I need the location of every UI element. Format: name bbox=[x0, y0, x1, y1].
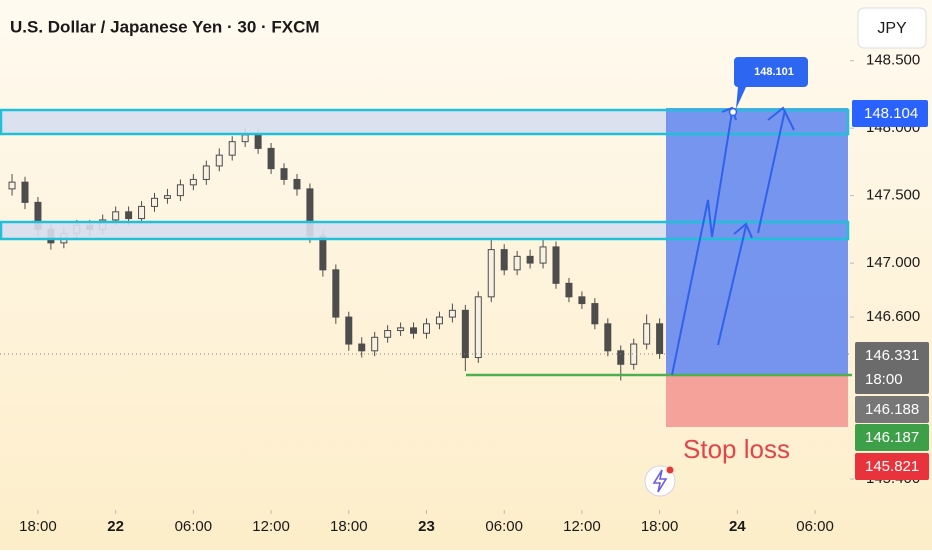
y-tick-label: 146.600 bbox=[866, 308, 920, 325]
currency-button[interactable] bbox=[857, 7, 927, 49]
x-tick-label: 12:00 bbox=[252, 518, 290, 535]
candle-body bbox=[125, 211, 133, 220]
support-zone-border bbox=[0, 220, 850, 241]
currency-label: JPY bbox=[877, 20, 907, 37]
candle-body bbox=[397, 327, 405, 332]
level-label: 146.188 bbox=[865, 401, 919, 418]
candle-body bbox=[578, 296, 586, 305]
candle-body bbox=[630, 343, 638, 365]
stop-tag bbox=[855, 453, 929, 480]
candle-body bbox=[448, 309, 456, 318]
candle-body bbox=[461, 309, 469, 359]
last-price-label: 146.331 bbox=[865, 347, 919, 364]
candle-body bbox=[280, 168, 288, 180]
candle-body bbox=[163, 195, 171, 199]
candle-body bbox=[228, 141, 236, 156]
x-tick-label: 06:00 bbox=[175, 518, 213, 535]
candle-body bbox=[215, 154, 223, 167]
candle-body bbox=[526, 255, 534, 264]
candle-body bbox=[513, 255, 521, 271]
target-price-label: 148.104 bbox=[864, 105, 918, 122]
candle-body bbox=[21, 181, 29, 203]
flash-glyph bbox=[652, 469, 668, 493]
x-tick-label: 23 bbox=[418, 518, 435, 535]
candle-body bbox=[617, 350, 625, 365]
x-tick-label: 24 bbox=[729, 518, 746, 535]
candle-body bbox=[422, 323, 430, 334]
stop-area bbox=[666, 375, 848, 427]
level-tag bbox=[855, 396, 929, 423]
candle-body bbox=[8, 181, 16, 190]
target-point bbox=[728, 107, 738, 117]
candle-body bbox=[319, 235, 327, 271]
x-tick-label: 18:00 bbox=[330, 518, 368, 535]
candle-body bbox=[189, 178, 197, 186]
x-tick-label: 12:00 bbox=[563, 518, 601, 535]
candle-body bbox=[643, 323, 651, 345]
candle-body bbox=[384, 330, 392, 338]
candle-body bbox=[371, 336, 379, 352]
last-price-tag bbox=[855, 342, 929, 394]
candle-body bbox=[345, 316, 353, 345]
target-callout-text: 148.101 bbox=[754, 66, 794, 78]
x-tick-label: 18:00 bbox=[19, 518, 57, 535]
candle-body bbox=[591, 303, 599, 325]
candle-body bbox=[151, 197, 159, 207]
candle-body bbox=[656, 323, 664, 354]
y-tick-label: 147.000 bbox=[866, 254, 920, 271]
candle-body bbox=[565, 282, 573, 298]
candle-body bbox=[474, 296, 482, 359]
y-tick-label: 147.500 bbox=[866, 187, 920, 204]
candle-body bbox=[539, 246, 547, 264]
candle-body bbox=[500, 249, 508, 271]
x-tick-label: 06:00 bbox=[796, 518, 834, 535]
candle-body bbox=[552, 246, 560, 284]
candle-body bbox=[267, 147, 275, 170]
candle-body bbox=[254, 134, 262, 149]
x-axis: 18:00 22 06:00 12:00 18:00 23 06:00 12:00 18:00 2… bbox=[19, 510, 834, 535]
candle-body bbox=[138, 205, 146, 220]
stop-label: 145.821 bbox=[865, 458, 919, 475]
candle-body bbox=[202, 165, 210, 180]
resistance-zone bbox=[1, 110, 666, 134]
candle-body bbox=[358, 343, 366, 352]
stop-loss-text: Stop loss bbox=[683, 434, 790, 464]
candle-body bbox=[293, 178, 301, 190]
candle-body bbox=[332, 269, 340, 318]
flash-dot bbox=[666, 466, 674, 474]
target-price-tag bbox=[852, 100, 928, 127]
y-tick-label: 148.500 bbox=[866, 52, 920, 69]
candle-body bbox=[241, 134, 249, 143]
target-callout bbox=[734, 57, 808, 109]
x-tick-label: 22 bbox=[107, 518, 124, 535]
countdown-label: 18:00 bbox=[865, 371, 903, 388]
x-tick-label: 18:00 bbox=[641, 518, 679, 535]
candle-body bbox=[112, 211, 120, 221]
x-tick-label: 06:00 bbox=[485, 518, 523, 535]
flash-icon[interactable] bbox=[644, 465, 676, 497]
support-zone bbox=[1, 222, 666, 239]
candle-body bbox=[487, 249, 495, 298]
resistance-zone-border bbox=[0, 108, 850, 136]
target-area bbox=[666, 108, 848, 375]
projection-arrows bbox=[671, 106, 795, 376]
candle-body bbox=[410, 327, 418, 334]
candle-body bbox=[604, 323, 612, 352]
chart-title: U.S. Dollar / Japanese Yen · 30 · FXCM bbox=[10, 17, 320, 36]
candle-body bbox=[176, 184, 184, 197]
entry-tag bbox=[855, 424, 929, 451]
candle-body bbox=[435, 316, 443, 325]
entry-label: 146.187 bbox=[865, 429, 919, 446]
